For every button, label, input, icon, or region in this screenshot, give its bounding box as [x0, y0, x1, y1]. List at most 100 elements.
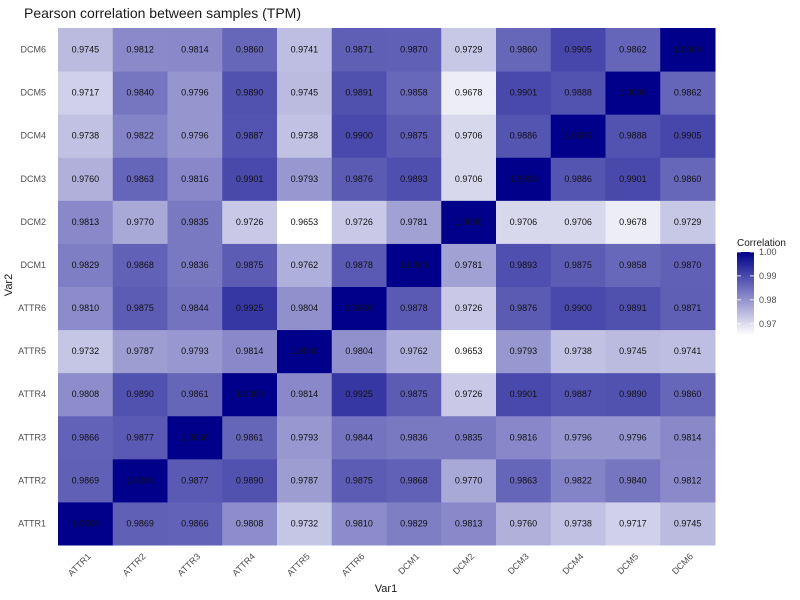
cell-value-label: 0.9875	[564, 260, 592, 270]
x-tick-label: ATTR5	[285, 551, 312, 578]
cell-value-label: 0.9836	[181, 260, 209, 270]
heatmap-cell	[112, 415, 168, 460]
cell-value-label: 0.9901	[619, 174, 647, 184]
cell-value-label: 0.9869	[126, 518, 154, 528]
cell-value-label: 0.9866	[72, 432, 100, 442]
heatmap-cell	[496, 329, 552, 374]
cell-value-label: 0.9781	[400, 217, 428, 227]
heatmap-cell	[386, 415, 442, 460]
x-tick-label: ATTR6	[340, 551, 367, 578]
y-tick-label: ATTR6	[18, 303, 46, 313]
cell-value-label: 0.9900	[345, 131, 373, 141]
cell-value-label: 0.9887	[236, 131, 264, 141]
cell-value-label: 0.9875	[236, 260, 264, 270]
heatmap-cell	[660, 28, 716, 72]
cell-value-label: 0.9804	[291, 303, 319, 313]
heatmap-cell	[167, 458, 223, 503]
cell-value-label: 0.9787	[291, 475, 319, 485]
heatmap-cell	[277, 372, 333, 417]
heatmap-cell	[277, 200, 333, 244]
heatmap-cell	[277, 243, 333, 287]
heatmap-cell	[331, 157, 387, 201]
cell-value-label: 0.9888	[564, 88, 592, 98]
heatmap-cell	[386, 329, 442, 374]
heatmap-cell	[605, 71, 661, 115]
heatmap-cell	[58, 243, 114, 287]
cell-value-label: 0.9781	[455, 260, 483, 270]
cell-value-label: 0.9877	[126, 432, 154, 442]
heatmap-cell	[550, 157, 606, 201]
cell-value-label: 0.9729	[674, 217, 702, 227]
cell-value-label: 0.9871	[345, 45, 373, 55]
cell-value-label: 0.9732	[291, 518, 319, 528]
cell-value-label: 0.9860	[236, 45, 264, 55]
heatmap-cell	[331, 71, 387, 115]
heatmap-cell	[277, 286, 333, 331]
heatmap-cell	[660, 329, 716, 374]
cell-value-label: 0.9816	[510, 432, 538, 442]
heatmap-cell	[112, 114, 168, 158]
cell-value-label: 1.0000	[510, 174, 538, 184]
heatmap-cell	[605, 243, 661, 287]
cell-value-label: 0.9808	[72, 389, 100, 399]
cell-value-label: 0.9796	[564, 432, 592, 442]
heatmap-cell	[222, 501, 278, 546]
cell-value-label: 0.9717	[72, 88, 100, 98]
heatmap-cell	[441, 200, 497, 244]
cell-value-label: 0.9678	[619, 217, 647, 227]
chart-title: Pearson correlation between samples (TPM…	[24, 5, 302, 21]
heatmap-cell	[496, 114, 552, 158]
heatmap-cell	[58, 501, 114, 546]
heatmap-cell	[331, 372, 387, 417]
heatmap-cell	[550, 286, 606, 331]
cell-value-label: 1.0000	[345, 303, 373, 313]
heatmap-cell	[605, 200, 661, 244]
heatmap-cell	[58, 372, 114, 417]
heatmap-cell	[386, 286, 442, 331]
heatmap-cell	[58, 286, 114, 331]
cell-value-label: 0.9875	[400, 389, 428, 399]
cell-value-label: 0.9836	[400, 432, 428, 442]
heatmap-cell	[167, 286, 223, 331]
heatmap-cell	[222, 28, 278, 72]
heatmap-cell	[331, 286, 387, 331]
heatmap-cell	[605, 329, 661, 374]
heatmap-cell	[550, 28, 606, 72]
heatmap-cell	[167, 200, 223, 244]
cell-value-label: 0.9862	[619, 45, 647, 55]
heatmap-cell	[386, 458, 442, 503]
cell-value-label: 0.9890	[236, 475, 264, 485]
heatmap-cell	[222, 458, 278, 503]
heatmap-cell	[112, 372, 168, 417]
heatmap-cell	[277, 329, 333, 374]
y-tick-label: DCM1	[20, 260, 46, 270]
heatmap-cell	[277, 114, 333, 158]
cell-value-label: 0.9738	[564, 346, 592, 356]
cell-value-label: 0.9901	[510, 88, 538, 98]
x-tick-label: DCM6	[670, 551, 695, 576]
heatmap-cell	[605, 501, 661, 546]
cell-value-label: 0.9814	[674, 432, 702, 442]
cell-value-label: 0.9796	[181, 131, 209, 141]
heatmap-cell	[112, 243, 168, 287]
cell-value-label: 0.9844	[345, 432, 373, 442]
heatmap-cell	[277, 415, 333, 460]
heatmap-cell	[550, 114, 606, 158]
cell-value-label: 0.9678	[455, 88, 483, 98]
cell-value-label: 0.9860	[674, 174, 702, 184]
cell-value-label: 1.0000	[72, 518, 100, 528]
heatmap-cell	[550, 415, 606, 460]
heatmap-cell	[605, 157, 661, 201]
cell-value-label: 0.9875	[345, 475, 373, 485]
heatmap-cell	[58, 28, 114, 72]
cell-value-label: 0.9866	[181, 518, 209, 528]
cell-value-label: 0.9745	[674, 518, 702, 528]
cell-value-label: 0.9796	[619, 432, 647, 442]
cell-value-label: 0.9890	[126, 389, 154, 399]
cell-value-label: 0.9891	[345, 88, 373, 98]
cell-value-labels: 1.0000 0.9869 0.9866 0.9808 0.9732 0.9810 0.98…	[72, 45, 702, 529]
cell-value-label: 0.9810	[345, 518, 373, 528]
heatmap-cell	[331, 415, 387, 460]
heatmap-cell	[167, 157, 223, 201]
heatmap-cell	[605, 415, 661, 460]
